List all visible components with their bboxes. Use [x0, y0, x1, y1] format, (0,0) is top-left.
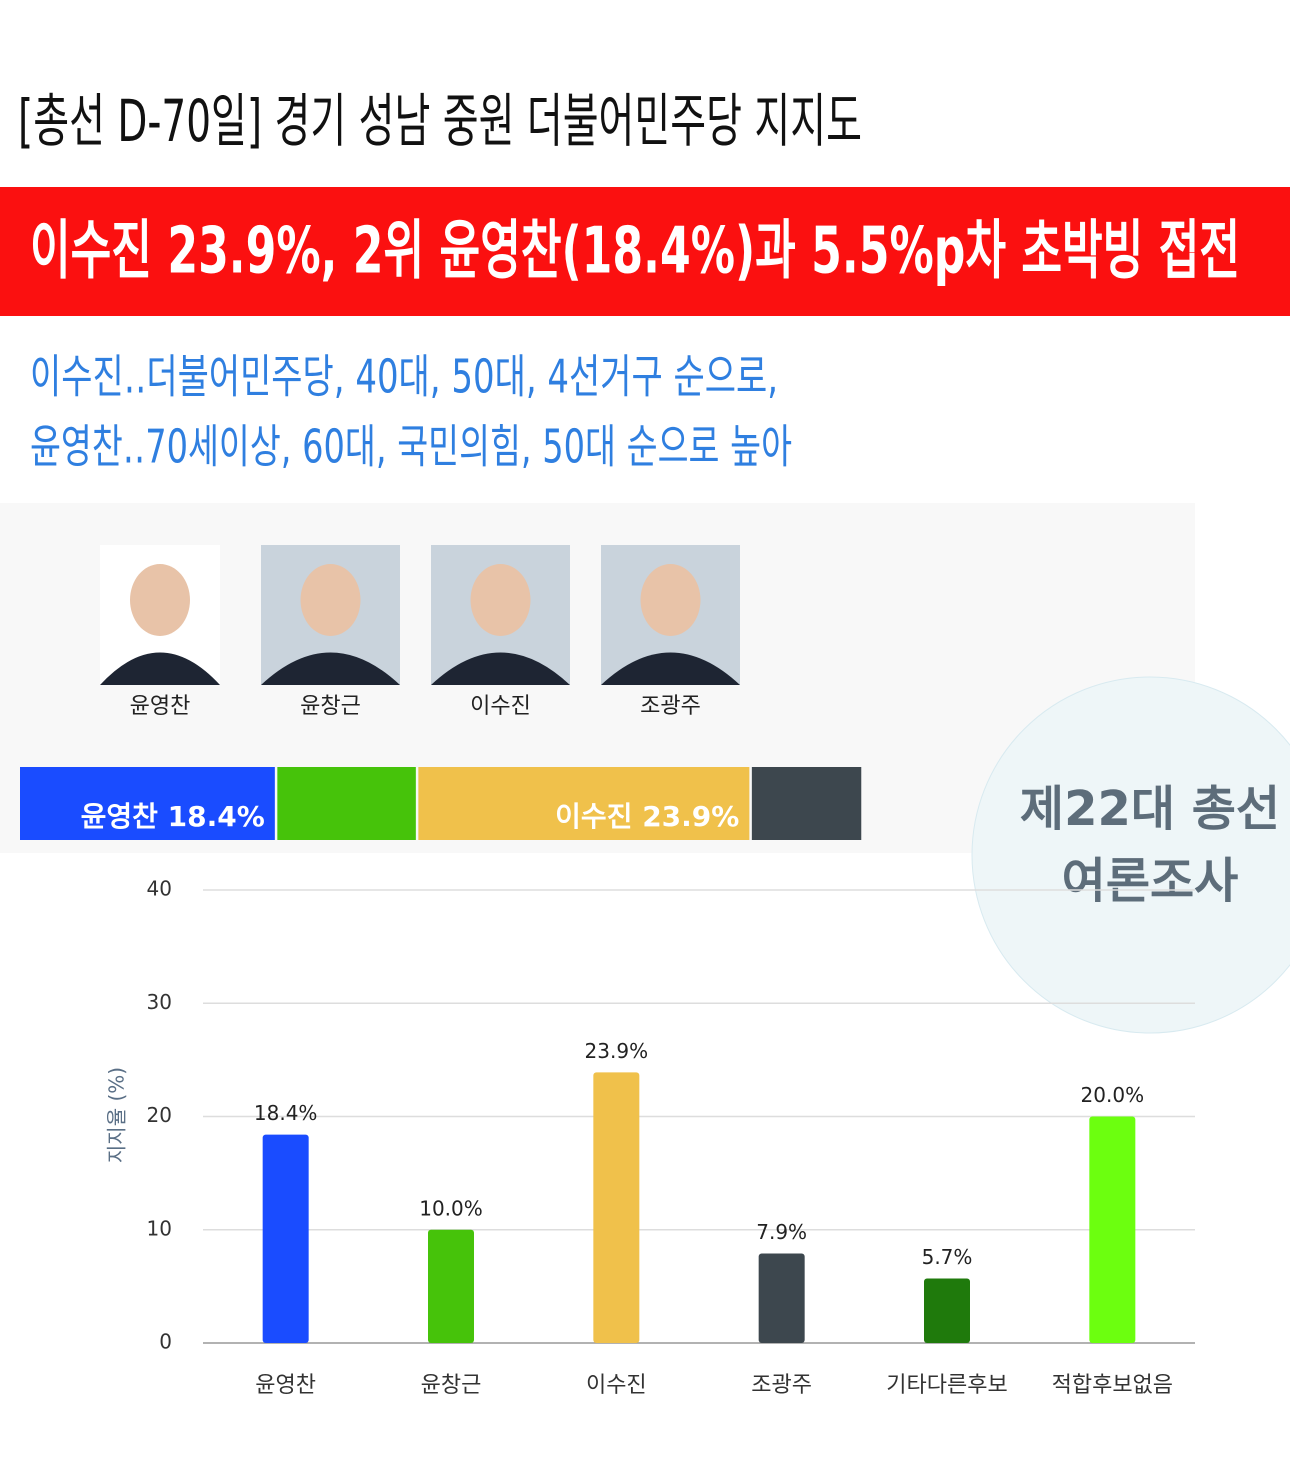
x-tick-label: 조광주: [751, 1373, 812, 1398]
x-tick-label: 윤영찬: [255, 1373, 316, 1398]
y-axis-label: 지지율 (%): [105, 1067, 129, 1163]
summary-segment: [751, 767, 862, 840]
summary-label: 이수진 23.9%: [555, 800, 739, 833]
y-tick-label: 10: [147, 1216, 172, 1240]
badge-text: 여론조사: [1062, 853, 1239, 909]
badge-text: 제22대 총선: [1020, 781, 1280, 837]
bar: [924, 1278, 970, 1343]
bar: [262, 1134, 309, 1343]
badge-circle: [971, 676, 1290, 1034]
subtitle: 이수진‥더불어민주당, 40대, 50대, 4선거구 순으로,: [30, 350, 778, 404]
candidate-name: 조광주: [640, 694, 701, 719]
x-tick-label: 이수진: [586, 1373, 647, 1398]
subtitle: 윤영찬‥70세이상, 60대, 국민의힘, 50대 순으로 높아: [30, 420, 792, 474]
y-tick-label: 30: [147, 990, 172, 1014]
bar: [593, 1072, 640, 1343]
headline: 이수진 23.9%, 2위 윤영찬(18.4%)과 5.5%p차 초박빙 접전: [30, 215, 1240, 289]
y-tick-label: 20: [147, 1103, 172, 1127]
candidate-name: 이수진: [470, 694, 531, 719]
bar: [758, 1253, 805, 1343]
candidate-name: 윤창근: [300, 694, 361, 719]
y-tick-label: 40: [147, 877, 172, 901]
value-label: 10.0%: [419, 1196, 483, 1220]
value-label: 20.0%: [1081, 1083, 1145, 1107]
summary-segment: [418, 767, 750, 840]
photo-face: [300, 564, 361, 636]
headline-banner: [0, 187, 1290, 316]
photo-suit: [431, 652, 570, 685]
title: [총선 D-70일] 경기 성남 중원 더불어민주당 지지도: [18, 87, 862, 155]
value-label: 18.4%: [254, 1101, 318, 1125]
x-tick-label: 적합후보없음: [1052, 1373, 1173, 1398]
photo-face: [130, 564, 190, 636]
bar: [428, 1229, 474, 1343]
x-tick-label: 기타다른후보: [886, 1373, 1007, 1398]
bar: [1089, 1116, 1136, 1343]
value-label: 23.9%: [585, 1039, 649, 1063]
photo-face: [470, 564, 531, 636]
summary-segment: [20, 767, 275, 840]
value-label: 5.7%: [922, 1245, 973, 1269]
photo-face: [640, 564, 701, 636]
photo-suit: [601, 652, 740, 685]
x-tick-label: 윤창근: [421, 1373, 482, 1398]
candidate-name: 윤영찬: [130, 694, 191, 719]
photo-suit: [100, 652, 220, 685]
value-label: 7.9%: [756, 1220, 807, 1244]
summary-label: 윤영찬 18.4%: [81, 800, 265, 833]
photo-suit: [261, 652, 400, 685]
summary-segment: [277, 767, 416, 840]
y-tick-label: 0: [159, 1330, 172, 1354]
